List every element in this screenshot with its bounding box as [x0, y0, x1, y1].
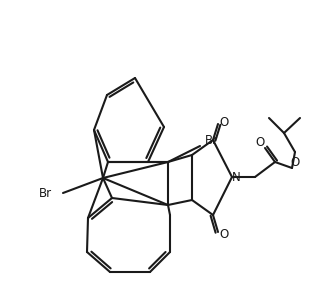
- Text: O: O: [219, 115, 229, 129]
- Text: Br: Br: [38, 186, 52, 200]
- Text: O: O: [255, 135, 265, 149]
- Text: O: O: [219, 227, 229, 240]
- Text: O: O: [290, 156, 300, 169]
- Text: Br: Br: [204, 134, 217, 146]
- Text: N: N: [232, 170, 240, 184]
